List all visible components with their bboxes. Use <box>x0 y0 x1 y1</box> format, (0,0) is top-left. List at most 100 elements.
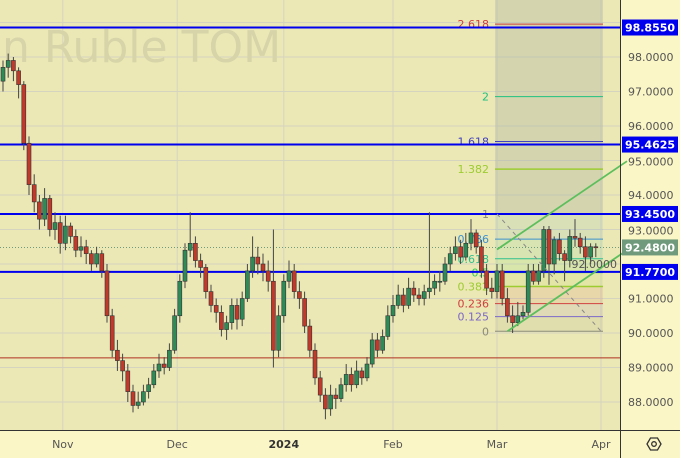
candle-up <box>78 246 84 251</box>
candle-down <box>307 325 313 351</box>
candle-up <box>551 239 557 265</box>
price-tick-label: 92.0000 <box>572 258 618 271</box>
candle-up <box>42 198 47 220</box>
time-axis[interactable] <box>0 430 620 458</box>
candle-up <box>567 236 573 261</box>
fib-level-label: 2 <box>482 91 489 104</box>
candle-up <box>421 291 427 299</box>
price-tick-label: 95.0000 <box>628 156 674 169</box>
level-badge: 95.4625 <box>625 139 675 152</box>
candle-down <box>583 246 588 258</box>
candle-up <box>276 315 281 351</box>
candle-up <box>442 263 448 282</box>
price-tick-label: 93.0000 <box>628 225 674 238</box>
candle-up <box>364 363 370 379</box>
candle-up <box>390 305 396 317</box>
candle-down <box>333 394 339 399</box>
candle-down <box>323 394 328 410</box>
candle-down <box>83 246 89 254</box>
settings-icon[interactable] <box>646 437 662 451</box>
horizontal-levels[interactable] <box>0 26 620 359</box>
candle-up <box>343 374 349 386</box>
trend-channel[interactable] <box>496 160 628 333</box>
time-tick-label: 2024 <box>268 438 299 451</box>
candle-down <box>47 198 53 230</box>
channel-line[interactable] <box>506 249 628 333</box>
candle-up <box>369 339 375 365</box>
fib-level-label: 1.382 <box>458 163 490 176</box>
price-tick-label: 88.0000 <box>628 396 674 409</box>
candle-down <box>458 246 463 258</box>
price-axis[interactable] <box>620 0 680 458</box>
candle-up <box>182 249 188 282</box>
candle-up <box>328 394 333 410</box>
candle-up <box>447 253 453 265</box>
candle-down <box>562 253 567 261</box>
dashed-trend-line[interactable] <box>496 213 602 332</box>
candle-down <box>260 263 266 272</box>
candle-down <box>317 377 323 396</box>
candle-up <box>525 270 531 313</box>
candle-down <box>120 360 125 372</box>
last-price-badge: 92.4800 <box>625 241 675 254</box>
fib-level-label: 0 <box>482 325 489 338</box>
candle-up <box>494 270 500 292</box>
candle-up <box>135 401 141 406</box>
candle-up <box>94 253 99 265</box>
fib-zone-upper <box>495 0 603 214</box>
candle-down <box>297 291 302 299</box>
candle-down <box>375 339 380 351</box>
candle-up <box>151 370 157 386</box>
candle-down <box>255 256 261 265</box>
candle-down <box>577 237 583 248</box>
candle-down <box>484 270 489 289</box>
price-tick-label: 97.0000 <box>628 86 674 99</box>
candle-down <box>115 349 120 361</box>
candle-down <box>11 60 16 72</box>
candle-down <box>99 253 105 272</box>
price-tick-label: 91.0000 <box>628 293 674 306</box>
candle-up <box>224 322 229 330</box>
candle-down <box>31 184 37 203</box>
candle-up <box>146 384 151 392</box>
channel-line[interactable] <box>496 160 628 251</box>
candle-up <box>395 294 401 306</box>
level-badge-bg <box>622 19 678 36</box>
candle-down <box>349 374 354 386</box>
candle-up <box>468 232 474 244</box>
price-tick-label: 89.0000 <box>628 362 674 375</box>
candle-down <box>505 298 510 317</box>
level-badge-bg <box>622 205 678 222</box>
fib-level-label: 1.618 <box>458 135 490 148</box>
candle-down <box>125 370 131 392</box>
candle-down <box>109 315 115 351</box>
candle-up <box>52 222 58 230</box>
level-badge-bg <box>622 136 678 153</box>
fib-level-label: 0.236 <box>458 298 490 311</box>
candle-down <box>37 201 42 220</box>
price-tick-label: 94.0000 <box>628 189 674 202</box>
candle-up <box>463 243 469 258</box>
time-tick-label: Feb <box>383 438 402 451</box>
candle-up <box>406 287 411 306</box>
candle-down <box>479 246 484 272</box>
candle-up <box>427 287 432 292</box>
candle-down <box>291 270 297 292</box>
candle-down <box>213 305 219 313</box>
candle-down <box>411 287 417 296</box>
candle-down <box>68 225 73 237</box>
candle-down <box>21 84 27 144</box>
candle-down <box>89 253 94 265</box>
candle-down <box>302 298 307 327</box>
candle-down <box>57 222 63 244</box>
candle-up <box>5 60 11 68</box>
candle-down <box>234 305 240 320</box>
candle-up <box>380 336 385 351</box>
candle-up <box>588 246 593 258</box>
fib-zone-band <box>495 303 603 317</box>
candle-down <box>161 363 167 368</box>
time-tick-label: Nov <box>52 438 74 451</box>
candle-up <box>187 243 193 251</box>
time-tick-label: Apr <box>591 438 611 451</box>
